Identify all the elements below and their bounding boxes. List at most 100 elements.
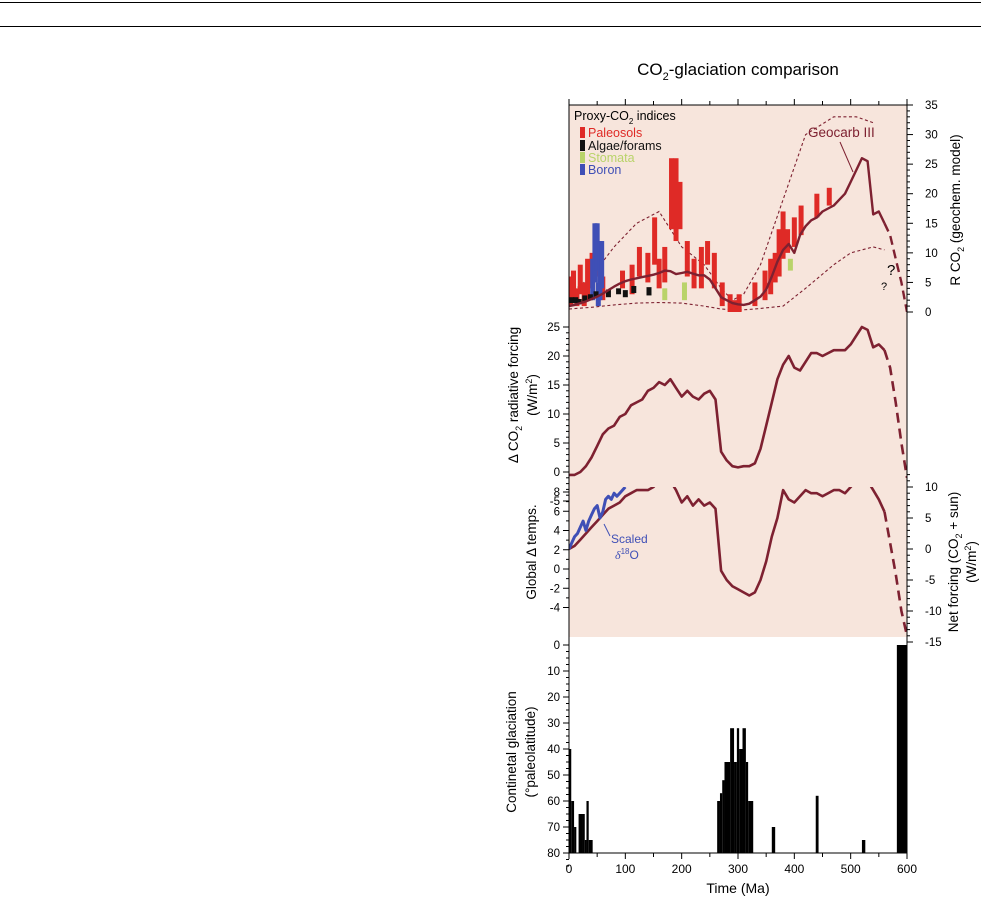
forcing-tick-label: 15 <box>547 380 560 392</box>
glaciation-bar <box>742 728 746 853</box>
glaciation-bar <box>719 793 723 853</box>
panel-bg-forcing <box>569 312 907 487</box>
net-forcing-tick-label: -10 <box>925 606 942 618</box>
glaciation-bar <box>745 762 749 853</box>
rco2-tick-label: 0 <box>925 307 931 319</box>
paleosol-proxy-bar <box>645 252 651 283</box>
y-label-forcing: Δ CO2 radiative forcing <box>506 327 524 463</box>
annotation-geocarb-pointer <box>839 141 854 173</box>
glaciation-tick-label: 60 <box>547 796 560 808</box>
algae-forams-proxy-bar <box>605 289 611 298</box>
algae-forams-proxy-bar <box>576 298 582 305</box>
glaciation-tick-label: 80 <box>547 848 560 860</box>
legend-swatch-boron <box>580 164 585 175</box>
algae-forams-proxy-bar <box>622 290 628 298</box>
glaciation-bar <box>584 840 587 853</box>
paleosol-proxy-bar <box>736 294 742 312</box>
x-tick-label: 400 <box>784 862 804 876</box>
forcing-tick-label: 20 <box>547 351 560 363</box>
paleosol-proxy-bar <box>752 282 758 307</box>
temps-tick-label: 8 <box>554 487 560 499</box>
glaciation-bar <box>730 728 735 853</box>
paleosol-proxy-bar <box>684 241 690 277</box>
paleosol-proxy-bar <box>762 270 768 301</box>
paleosol-proxy-bar <box>571 270 577 301</box>
boron-proxy-bar <box>599 241 605 289</box>
glaciation-bar <box>896 645 907 853</box>
algae-forams-proxy-bar <box>582 295 588 302</box>
x-tick-label: 600 <box>897 862 917 876</box>
paleosol-proxy-bar <box>798 205 804 236</box>
glaciation-bar <box>588 840 593 853</box>
paleosol-proxy-bar <box>711 252 717 289</box>
paleosol-proxy-bar <box>669 158 675 230</box>
paleosol-proxy-bar <box>636 246 642 277</box>
legend-label-boron: Boron <box>588 163 621 177</box>
y-label-glaciation: Continetal glaciation <box>504 691 519 813</box>
glaciation-bar <box>571 801 575 853</box>
rco2-tick-label: 15 <box>925 218 938 230</box>
chart-title: CO2-glaciation comparison <box>637 60 839 83</box>
legend-swatch-paleosols <box>580 127 585 138</box>
panel-bg-proxy <box>569 105 907 312</box>
x-tick-label: 200 <box>672 862 692 876</box>
legend-label-paleosols: Paleosols <box>588 126 642 140</box>
y-label-temps: Global Δ temps. <box>524 504 539 599</box>
temps-tick-label: 6 <box>554 506 560 518</box>
paleosol-proxy-bar <box>620 270 626 289</box>
net-forcing-tick-label: 0 <box>925 544 931 556</box>
glaciation-tick-label: 40 <box>547 744 560 756</box>
annotation-scaled-pointer <box>603 523 611 537</box>
paleosol-proxy-bar <box>705 241 711 265</box>
forcing-tick-label: 5 <box>554 438 560 450</box>
net-forcing-tick-label: -15 <box>925 637 942 649</box>
glaciation-tick-label: 50 <box>547 770 560 782</box>
geocarb-upper-bound-line <box>569 116 874 301</box>
stomata-proxy-bar <box>662 288 668 301</box>
paleosol-proxy-bar <box>577 264 583 295</box>
paleosol-proxy-bar <box>719 282 725 307</box>
y-label-right-top: R CO2 (geochem. model) <box>948 134 966 285</box>
annotation-scaled: Scaled <box>611 532 648 546</box>
paleosol-proxy-bar <box>662 246 668 283</box>
paleosol-proxy-bar <box>776 229 782 277</box>
stomata-proxy-bar <box>787 258 793 271</box>
glaciation-bar <box>582 814 585 853</box>
panel-bg-temps <box>569 487 907 637</box>
annotation-d18o: δ18O <box>615 547 639 562</box>
temps-tick-label: 4 <box>554 526 561 538</box>
forcing-tick-label: 0 <box>554 467 560 479</box>
net-forcing-tick-label: 5 <box>925 513 931 525</box>
glaciation-bar <box>717 801 720 853</box>
legend-label-algae: Algae/forams <box>588 139 662 153</box>
glaciation-bar <box>724 762 731 853</box>
glaciation-bar <box>736 728 740 853</box>
algae-forams-proxy-bar <box>569 297 575 304</box>
x-axis-label: Time (Ma) <box>706 880 769 896</box>
net-forcing-extension-line <box>883 511 907 637</box>
x-tick-label: 100 <box>615 862 635 876</box>
temps-tick-label: -4 <box>550 603 561 615</box>
glaciation-bar <box>815 795 819 853</box>
algae-forams-proxy-bar <box>587 294 593 301</box>
glaciation-tick-label: 20 <box>547 692 560 704</box>
glaciation-tick-label: 30 <box>547 718 560 730</box>
y-label-right-net: Net forcing (CO2 + sun) <box>946 492 964 632</box>
radiative-forcing-extension-line <box>883 349 907 479</box>
y-label-right-net-unit: (W/m2) <box>963 541 979 583</box>
paleosol-proxy-bar <box>652 217 658 265</box>
paleosol-proxy-bar <box>732 300 738 312</box>
glaciation-bar <box>574 827 577 853</box>
paleosol-proxy-bar <box>698 246 704 289</box>
y-label-glaciation-unit: (°paleolatitude) <box>523 707 538 798</box>
rco2-tick-label: 5 <box>925 277 931 289</box>
legend-swatch-stomata <box>580 152 585 163</box>
paleosol-proxy-bar <box>673 158 679 242</box>
glaciation-bar <box>722 780 725 853</box>
boron-proxy-bar <box>594 223 600 271</box>
net-forcing-tick-label: -5 <box>925 575 935 587</box>
glaciation-bar <box>861 840 866 853</box>
glaciation-bar <box>739 749 743 853</box>
legend-swatch-algae <box>580 140 585 151</box>
